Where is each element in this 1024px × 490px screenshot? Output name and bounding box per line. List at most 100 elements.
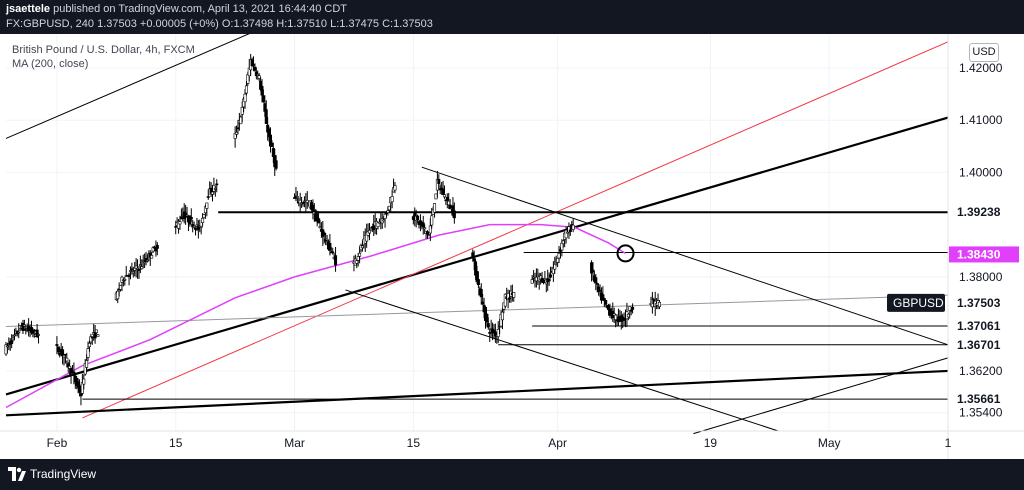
tradingview-logo-icon[interactable] — [8, 467, 26, 481]
candle-body — [236, 127, 240, 130]
candle-body — [201, 217, 205, 223]
tradingview-brand[interactable]: TradingView — [30, 467, 97, 481]
time-tick-label: 15 — [407, 436, 421, 450]
horizontal-levels — [82, 211, 948, 400]
candle-body — [358, 252, 362, 257]
trendline — [82, 41, 949, 419]
symbol-badge-bg — [887, 293, 945, 312]
candle-body — [119, 285, 123, 290]
candle-body — [334, 255, 338, 266]
trendline — [5, 116, 949, 396]
candle-body — [547, 279, 551, 282]
last-price-label-bg — [949, 294, 1019, 311]
author-name[interactable]: jsaettele — [6, 3, 51, 15]
candle-body — [629, 309, 633, 312]
ohlc-readout: FX:GBPUSD, 240 1.37503 +0.00005 (+0%) O:… — [6, 18, 433, 30]
trendline — [5, 369, 949, 417]
candle-body — [205, 202, 209, 209]
publish-info: jsaettele published on TradingView.com, … — [6, 3, 347, 15]
candle-body — [503, 293, 507, 307]
candle-body — [386, 210, 390, 213]
candle-body — [631, 306, 635, 310]
candle-body — [123, 279, 127, 281]
moving-average — [5, 223, 626, 409]
candle-body — [544, 281, 548, 285]
candle-body — [86, 348, 90, 358]
candle-body — [543, 278, 547, 281]
level-price-label: 1.35661 — [957, 392, 1001, 406]
candle-body — [368, 230, 372, 234]
candle-body — [427, 234, 431, 237]
candle-body — [131, 271, 135, 274]
candle-body — [116, 290, 120, 300]
candle-body — [508, 297, 512, 300]
candle-body — [428, 225, 432, 234]
candle-body — [322, 232, 326, 236]
candle-body — [5, 345, 9, 348]
candle-body — [616, 316, 620, 323]
candle-body — [150, 255, 154, 259]
candle-body — [243, 93, 247, 103]
chart-title: British Pound / U.S. Dollar, 4h, FXCM — [12, 44, 195, 56]
candle-body — [72, 371, 76, 376]
candle-body — [377, 221, 381, 224]
currency-button[interactable]: USD — [969, 43, 999, 62]
candle-body — [387, 205, 391, 211]
trendline — [421, 166, 949, 346]
time-tick-label: 1 — [945, 436, 952, 450]
circle-marker — [616, 244, 635, 263]
candle-body — [441, 188, 445, 195]
candle-body — [56, 346, 60, 353]
candle-body — [130, 268, 134, 271]
candle-body — [134, 265, 138, 269]
time-tick-label: Mar — [284, 436, 305, 450]
candle-body — [145, 259, 149, 262]
candle-body — [472, 258, 476, 262]
trendlines — [5, 34, 949, 435]
candle-body — [331, 251, 335, 254]
candle-body — [155, 245, 159, 249]
price-tick-label: 1.42000 — [959, 61, 1003, 75]
indicator-legend[interactable]: MA (200, close) — [12, 58, 89, 70]
candle-body — [425, 231, 429, 235]
time-tick-label: Feb — [47, 436, 68, 450]
chart-area[interactable]: 1.42000 1.41000 1.40000 1.38000 1.36200 1.354… — [0, 34, 1024, 459]
candle-body — [32, 329, 36, 332]
time-tick-label: May — [818, 436, 841, 450]
footer-bar: TradingView — [0, 459, 1024, 490]
candle-body — [260, 85, 264, 96]
candle-body — [442, 194, 446, 198]
candle-body — [356, 256, 360, 261]
candle-body — [471, 252, 475, 258]
time-axis[interactable]: Feb 15 Mar 15 Apr 19 May 1 — [0, 430, 1024, 450]
candle-body — [485, 313, 489, 323]
candle-body — [311, 204, 315, 213]
trendline — [345, 289, 779, 432]
candle-body — [561, 240, 565, 245]
candle-body — [318, 226, 322, 229]
grid — [6, 34, 949, 431]
candle-body — [382, 219, 386, 222]
level-price-label: 1.39238 — [957, 205, 1001, 219]
candle-body — [239, 116, 243, 125]
candle-body — [37, 334, 41, 336]
candle-body — [383, 213, 387, 219]
candle-body — [62, 355, 66, 358]
candle-body — [557, 253, 561, 259]
price-tick-label: 1.38000 — [959, 270, 1003, 284]
candle-body — [256, 74, 260, 76]
ma-line — [5, 223, 626, 409]
last-price-label: 1.37503 — [957, 296, 1001, 310]
candle-body — [189, 216, 193, 220]
price-chart[interactable]: 1.42000 1.41000 1.40000 1.38000 1.36200 1.354… — [0, 34, 1024, 459]
candle-body — [476, 279, 480, 286]
candle-body — [534, 276, 538, 282]
candle-body — [614, 314, 618, 321]
candle-body — [360, 245, 364, 249]
time-tick-label: Apr — [548, 436, 567, 450]
level-price-label-bg — [949, 391, 1019, 408]
candle-body — [240, 106, 244, 115]
candle-body — [571, 224, 575, 230]
price-axis[interactable]: 1.42000 1.41000 1.40000 1.38000 1.36200 1.354… — [887, 34, 1019, 459]
candle-body — [594, 277, 598, 284]
